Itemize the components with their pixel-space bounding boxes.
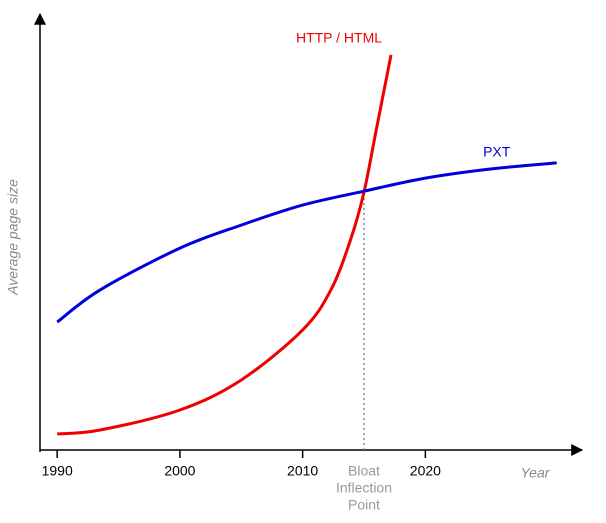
x-axis-label: Year xyxy=(521,465,551,481)
series-label: PXT xyxy=(483,144,511,160)
series-line xyxy=(56,161,557,324)
annotation-text: Bloat xyxy=(348,463,380,479)
x-tick-label: 2000 xyxy=(164,463,195,479)
x-tick-label: 1990 xyxy=(42,463,73,479)
annotation-text: Point xyxy=(348,497,380,513)
y-axis-label: Average page size xyxy=(5,179,21,296)
series-line xyxy=(57,54,393,436)
series-label: HTTP / HTML xyxy=(296,30,382,46)
x-tick-label: 2010 xyxy=(287,463,318,479)
annotation-text: Inflection xyxy=(336,480,392,496)
x-tick-label: 2020 xyxy=(410,463,441,479)
